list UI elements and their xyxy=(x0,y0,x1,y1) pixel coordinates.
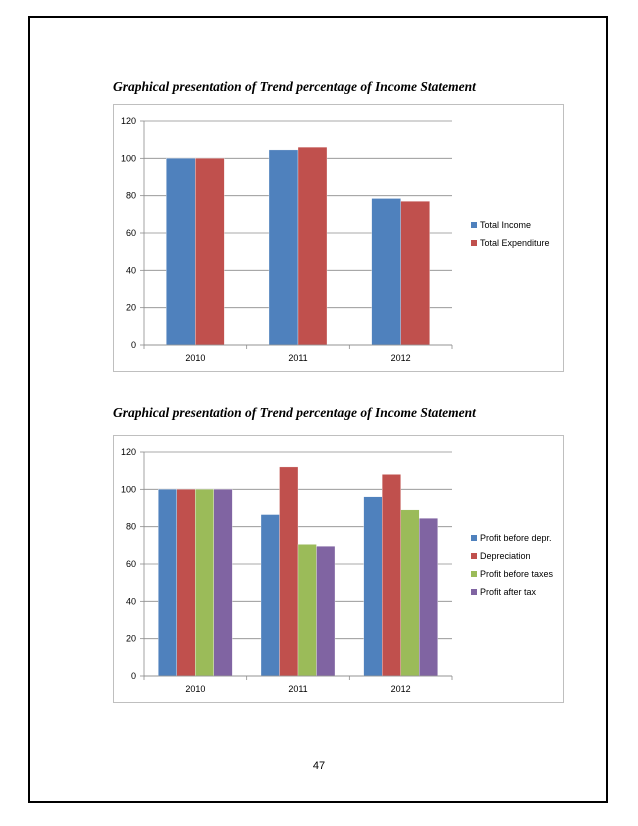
legend-swatch xyxy=(471,589,477,595)
bar-2011-total-expenditure xyxy=(297,146,328,346)
y-tick-label: 0 xyxy=(131,340,136,350)
y-tick-label: 60 xyxy=(126,228,136,238)
y-tick-label: 80 xyxy=(126,522,136,532)
page-number: 47 xyxy=(312,760,326,772)
y-tick-label: 100 xyxy=(121,484,136,494)
chart-1-heading: Graphical presentation of Trend percenta… xyxy=(113,79,476,94)
bar-2011-depreciation xyxy=(279,466,299,677)
x-category-label: 2011 xyxy=(288,684,307,694)
legend-swatch xyxy=(471,535,477,541)
bar-2010-depreciation xyxy=(176,489,196,677)
bar-2012-profit-after-tax xyxy=(419,518,438,677)
chart-1: 0 20 40 60 80 100 120 2010 2011 2012 Total Income T… xyxy=(113,104,564,372)
bar-2010-profit-after-tax xyxy=(213,489,233,677)
chart-2-heading: Graphical presentation of Trend percenta… xyxy=(113,405,476,420)
y-tick-label: 80 xyxy=(126,191,136,201)
legend-label: Profit before depr. xyxy=(480,533,552,543)
bar-2011-profit-before-taxes xyxy=(297,544,317,677)
bar-2010-profit-before-depr- xyxy=(158,489,177,677)
y-tick-label: 120 xyxy=(121,447,136,457)
x-category-label: 2012 xyxy=(391,353,411,363)
y-tick-label: 40 xyxy=(126,265,136,275)
legend-swatch xyxy=(471,553,477,559)
legend-label: Depreciation xyxy=(480,551,531,561)
x-category-label: 2010 xyxy=(185,684,205,694)
chart-2-plot: 0 20 40 60 80 100 120 2010 2011 2012 Profit before… xyxy=(121,447,554,694)
bar-2012-profit-before-taxes xyxy=(400,509,420,677)
bar-2011-total-income xyxy=(268,149,299,346)
y-tick-label: 20 xyxy=(126,303,136,313)
bar-2012-profit-before-depr- xyxy=(363,496,383,677)
legend-swatch xyxy=(471,240,477,246)
bar-2010-total-expenditure xyxy=(195,158,225,346)
legend-label: Total Expenditure xyxy=(480,238,550,248)
legend-swatch xyxy=(471,571,477,577)
page-border xyxy=(28,16,608,803)
y-tick-label: 100 xyxy=(121,153,136,163)
bar-2012-total-income xyxy=(371,198,401,346)
bar-2011-profit-after-tax xyxy=(316,546,336,677)
chart-2: 0 20 40 60 80 100 120 2010 2011 2012 Profit before… xyxy=(113,435,564,703)
legend-label: Profit before taxes xyxy=(480,569,554,579)
y-tick-label: 40 xyxy=(126,596,136,606)
legend-label: Profit after tax xyxy=(480,587,537,597)
legend-label: Total Income xyxy=(480,220,531,230)
y-tick-label: 0 xyxy=(131,671,136,681)
chart-1-plot: 0 20 40 60 80 100 120 2010 2011 2012 Total Income T… xyxy=(121,116,550,363)
bar-2011-profit-before-depr- xyxy=(260,514,280,677)
x-category-label: 2012 xyxy=(391,684,411,694)
x-category-label: 2010 xyxy=(185,353,205,363)
y-tick-label: 120 xyxy=(121,116,136,126)
bar-2012-total-expenditure xyxy=(400,201,430,346)
legend-swatch xyxy=(471,222,477,228)
bar-2012-depreciation xyxy=(382,474,401,677)
bar-2010-total-income xyxy=(166,158,196,346)
y-tick-label: 20 xyxy=(126,634,136,644)
x-category-label: 2011 xyxy=(288,353,307,363)
y-tick-label: 60 xyxy=(126,559,136,569)
bar-2010-profit-before-taxes xyxy=(195,489,214,677)
